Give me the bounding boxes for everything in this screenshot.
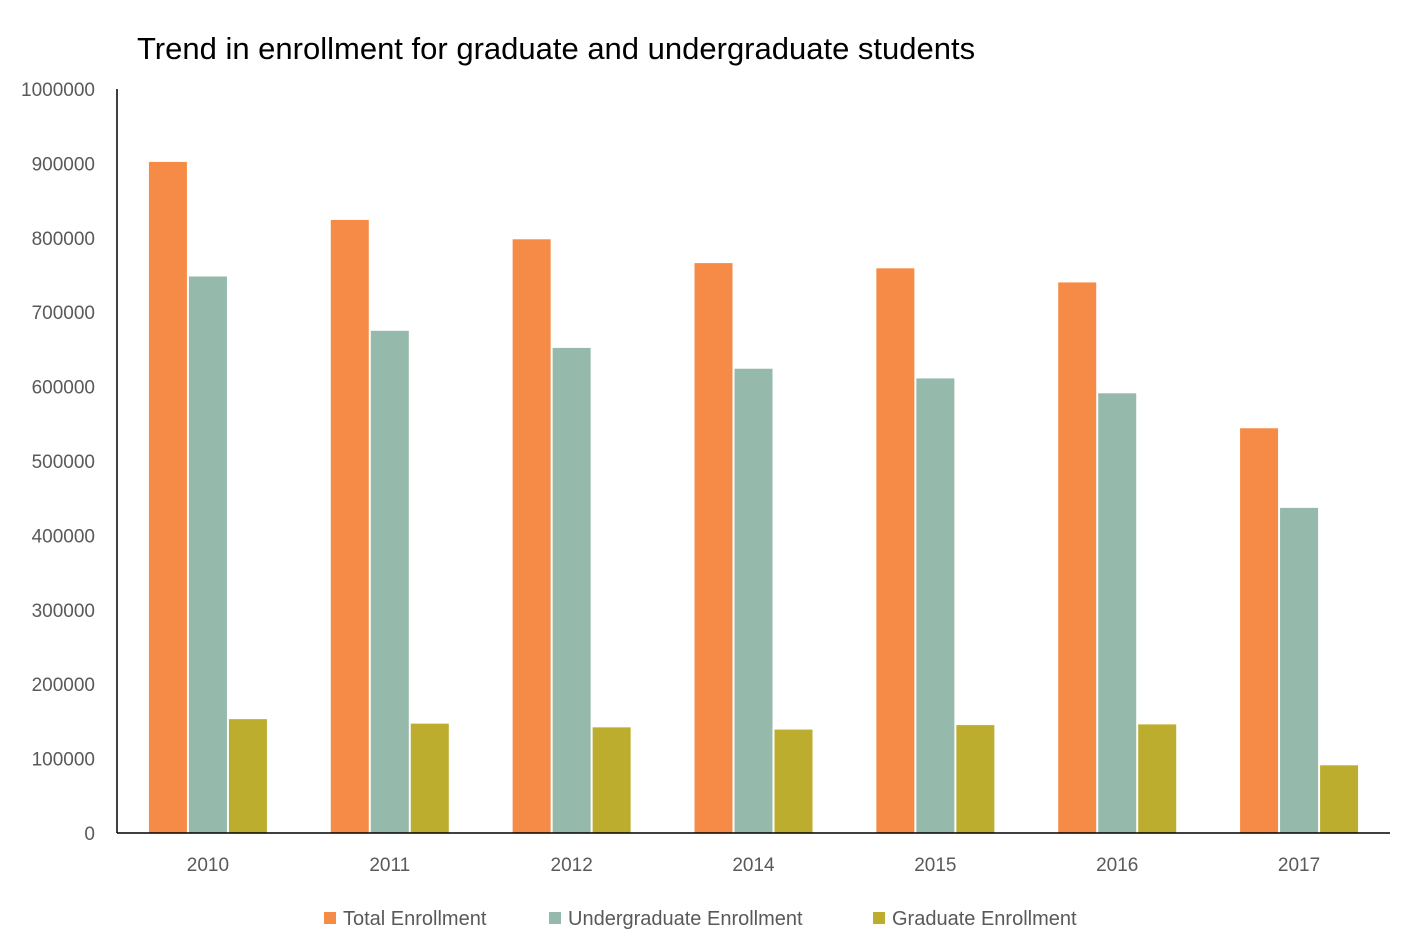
bar-undergraduate-enrollment-2010 <box>188 276 227 833</box>
bar-graduate-enrollment-2011 <box>410 723 449 833</box>
x-axis-ticks: 2010 2011 2012 2014 2015 2016 2017 <box>187 855 1320 876</box>
legend-label: Graduate Enrollment <box>892 908 1077 930</box>
y-tick-label: 500000 <box>32 452 95 473</box>
bar-total-enrollment-2012 <box>512 239 551 834</box>
chart-title: Trend in enrollment for graduate and und… <box>137 31 975 66</box>
bar-total-enrollment-2011 <box>330 219 369 834</box>
x-tick-label: 2015 <box>914 855 956 876</box>
x-tick-label: 2012 <box>551 855 593 876</box>
y-axis-ticks: 0 100000 200000 300000 400000 500000 600000 700… <box>21 80 95 845</box>
legend-label: Undergraduate Enrollment <box>568 908 803 930</box>
x-tick-label: 2016 <box>1096 855 1138 876</box>
bars-group <box>148 161 1359 834</box>
legend-swatch <box>873 912 885 924</box>
bar-total-enrollment-2010 <box>148 161 187 834</box>
legend-swatch <box>324 912 336 924</box>
bar-undergraduate-enrollment-2011 <box>370 330 409 833</box>
y-tick-label: 300000 <box>32 601 95 622</box>
y-tick-label: 1000000 <box>21 80 95 101</box>
y-tick-label: 0 <box>84 824 95 845</box>
bar-graduate-enrollment-2012 <box>592 727 631 833</box>
bar-total-enrollment-2017 <box>1240 428 1279 833</box>
bar-graduate-enrollment-2014 <box>774 729 813 833</box>
bar-graduate-enrollment-2017 <box>1320 765 1359 833</box>
y-tick-label: 700000 <box>32 303 95 324</box>
y-tick-label: 600000 <box>32 378 95 399</box>
bar-total-enrollment-2014 <box>694 263 733 833</box>
bar-undergraduate-enrollment-2017 <box>1280 507 1319 833</box>
bar-undergraduate-enrollment-2012 <box>552 347 591 833</box>
bar-total-enrollment-2016 <box>1058 282 1097 833</box>
bar-total-enrollment-2015 <box>876 268 915 834</box>
bar-graduate-enrollment-2015 <box>956 725 995 833</box>
x-tick-label: 2011 <box>369 855 410 876</box>
y-tick-label: 900000 <box>32 154 95 175</box>
bar-graduate-enrollment-2010 <box>228 719 267 833</box>
y-tick-label: 800000 <box>32 229 95 250</box>
y-tick-label: 100000 <box>32 750 95 771</box>
x-tick-label: 2014 <box>732 855 775 876</box>
y-tick-label: 400000 <box>32 526 95 547</box>
legend: Total Enrollment Undergraduate Enrollment… <box>324 908 1077 930</box>
legend-swatch <box>549 912 561 924</box>
bar-undergraduate-enrollment-2016 <box>1098 393 1137 833</box>
y-tick-label: 200000 <box>32 675 95 696</box>
x-tick-label: 2017 <box>1278 855 1320 876</box>
bar-undergraduate-enrollment-2014 <box>734 368 773 833</box>
bar-graduate-enrollment-2016 <box>1138 724 1177 833</box>
legend-label: Total Enrollment <box>343 908 487 930</box>
x-tick-label: 2010 <box>187 855 229 876</box>
bar-undergraduate-enrollment-2015 <box>916 378 955 833</box>
